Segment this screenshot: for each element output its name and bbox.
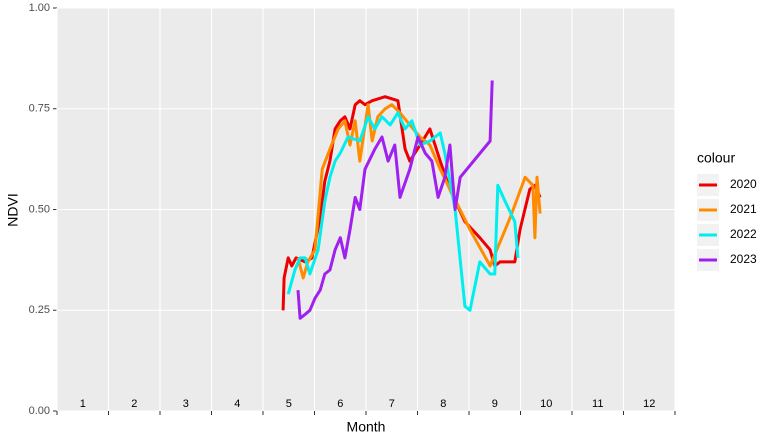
series-line bbox=[296, 80, 494, 320]
month-label: 4 bbox=[234, 398, 240, 410]
y-tick-label: 0.75 bbox=[29, 103, 50, 115]
y-tick-label: 0.50 bbox=[29, 203, 50, 215]
y-tick-label: 0.00 bbox=[29, 405, 50, 417]
legend-label: 2022 bbox=[730, 227, 757, 241]
legend-title: colour bbox=[697, 150, 735, 166]
legend-label: 2020 bbox=[730, 177, 757, 191]
series-line bbox=[296, 103, 542, 280]
month-label: 12 bbox=[643, 398, 655, 410]
month-label: 7 bbox=[389, 398, 395, 410]
month-label: 2 bbox=[131, 398, 137, 410]
month-label: 9 bbox=[492, 398, 498, 410]
month-label: 1 bbox=[80, 398, 86, 410]
x-axis-title: Month bbox=[347, 419, 386, 435]
legend-label: 2021 bbox=[730, 202, 757, 216]
month-label: 6 bbox=[337, 398, 343, 410]
month-label: 10 bbox=[540, 398, 552, 410]
month-label: 5 bbox=[286, 398, 292, 410]
month-label: 11 bbox=[592, 398, 603, 410]
series-line bbox=[286, 111, 520, 312]
legend-label: 2023 bbox=[730, 252, 757, 266]
y-tick-label: 0.25 bbox=[29, 304, 50, 316]
y-tick-label: 1.00 bbox=[29, 2, 50, 14]
month-label: 8 bbox=[440, 398, 446, 410]
y-axis-title: NDVI bbox=[5, 193, 21, 226]
month-label: 3 bbox=[183, 398, 189, 410]
